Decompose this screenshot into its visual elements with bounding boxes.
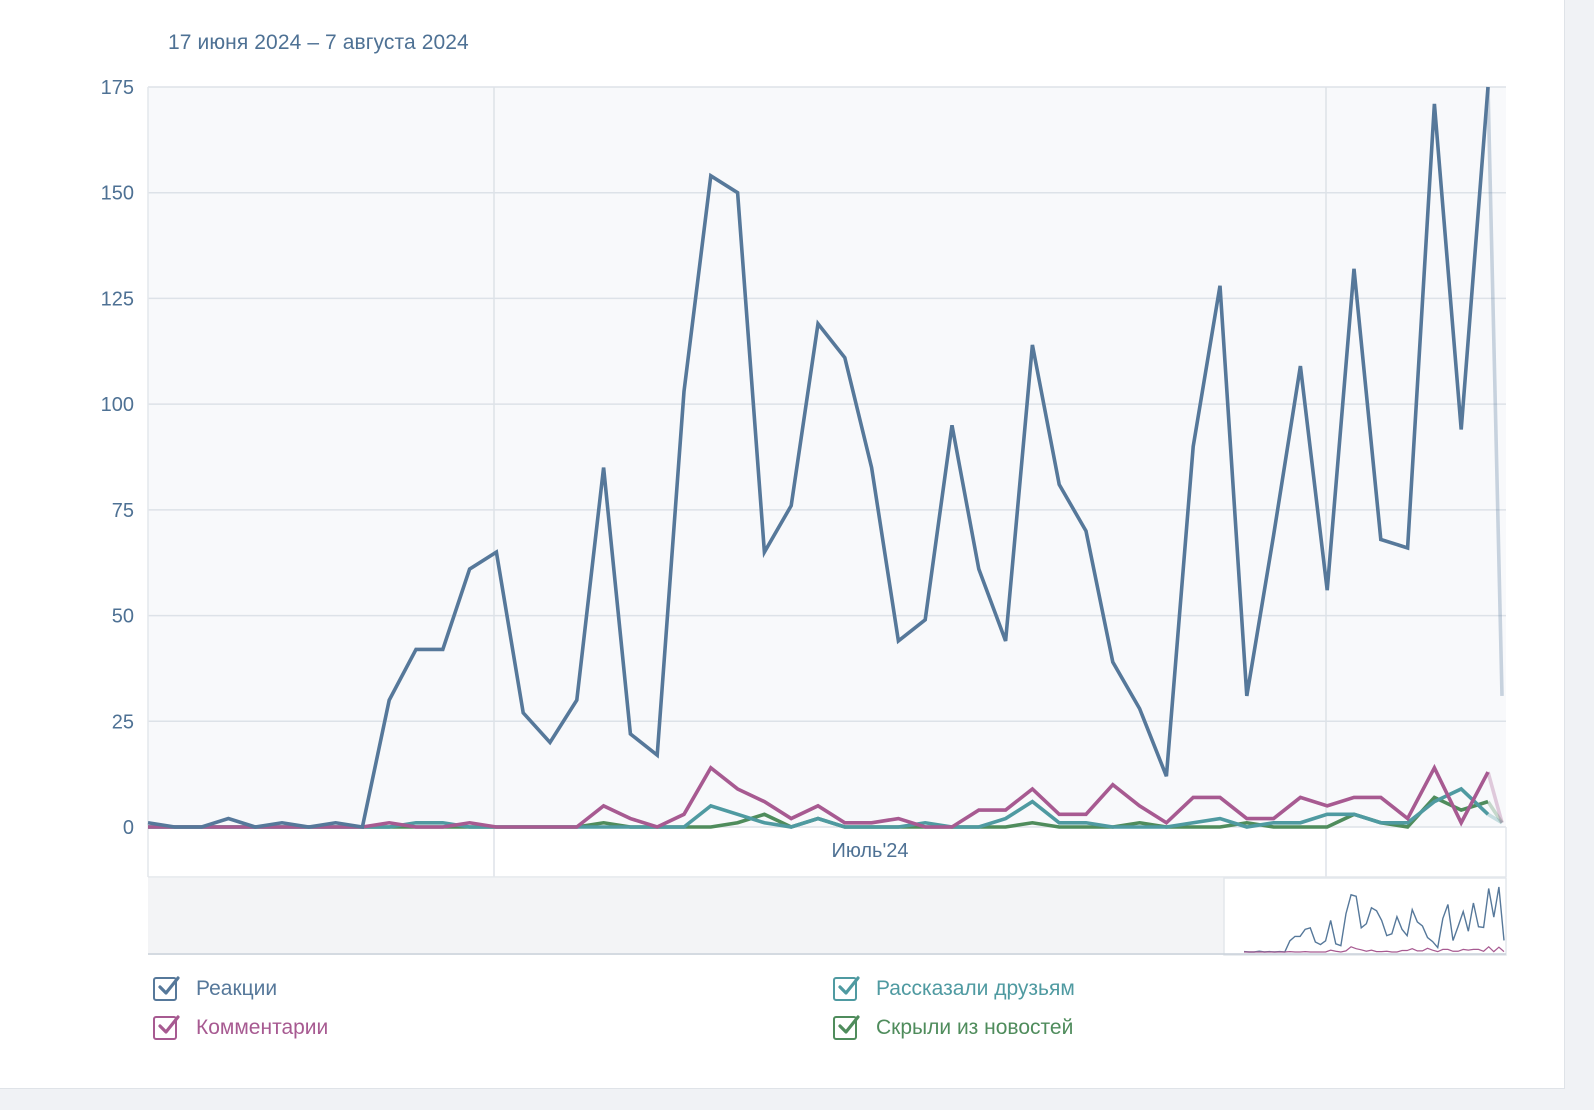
y-tick-label: 25 <box>112 711 134 733</box>
y-tick-label: 50 <box>112 606 134 628</box>
legend-label: Рассказали друзьям <box>876 977 1075 1000</box>
y-tick-label: 100 <box>101 394 134 416</box>
y-axis: 0 25 50 75 100 125 150 175 <box>101 77 134 839</box>
date-range-label: 17 июня 2024 – 7 августа 2024 <box>168 31 469 54</box>
y-tick-label: 150 <box>101 183 134 205</box>
checkbox-icon[interactable] <box>153 976 180 1001</box>
navigator-selection-window[interactable] <box>1223 877 1507 956</box>
x-tick-label: Июль'24 <box>831 840 908 862</box>
y-tick-label: 125 <box>101 288 134 310</box>
y-tick-label: 75 <box>112 500 134 522</box>
plot-background <box>148 87 1506 827</box>
series-line-reactions <box>147 86 1490 830</box>
y-tick-label: 175 <box>101 77 134 99</box>
legend-label: Реакции <box>196 977 278 1000</box>
series-comments <box>148 763 1504 829</box>
legend-label: Комментарии <box>196 1016 329 1039</box>
legend-item-comments[interactable]: Комментарии <box>153 1015 329 1040</box>
series-partial-segment-reactions <box>1486 86 1504 696</box>
grid <box>147 86 1507 877</box>
legend-item-shares[interactable]: Рассказали друзьям <box>833 976 1075 1001</box>
checkbox-icon[interactable] <box>833 1015 860 1040</box>
series-partial-segment-shares <box>1487 812 1503 825</box>
series-lines <box>147 86 1504 830</box>
checkbox-icon[interactable] <box>833 976 860 1001</box>
x-axis: Июль'24 <box>148 840 1506 878</box>
legend-label: Скрыли из новостей <box>876 1016 1074 1039</box>
legend-item-hidden[interactable]: Скрыли из новостей <box>833 1015 1074 1040</box>
series-partial-segment-hidden <box>1486 800 1504 824</box>
legend: Реакции Комментарии Рассказали друзьям С… <box>153 976 1075 1040</box>
range-navigator[interactable] <box>148 877 1507 956</box>
legend-item-reactions[interactable]: Реакции <box>153 976 278 1001</box>
series-reactions <box>147 86 1504 830</box>
series-partial-segment-comments <box>1486 771 1504 824</box>
line-chart[interactable]: 0 25 50 75 100 125 150 175 Июль'24 <box>0 0 1564 1088</box>
navigator-unselected-area <box>148 878 1224 955</box>
y-tick-label: 0 <box>123 817 134 839</box>
navigator-series-line-reactions <box>1243 886 1505 953</box>
series-line-comments <box>148 763 1490 829</box>
chart-card: 17 июня 2024 – 7 августа 2024 0 25 50 75 100… <box>0 0 1565 1089</box>
checkbox-icon[interactable] <box>153 1015 180 1040</box>
navigator-series-line-comments <box>1244 945 1505 953</box>
